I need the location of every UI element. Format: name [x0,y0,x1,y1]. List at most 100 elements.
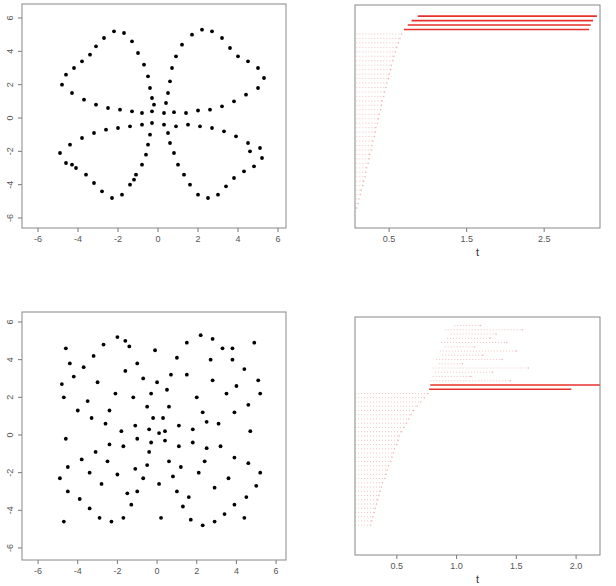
point [130,109,134,113]
point [168,79,172,83]
bar [355,397,424,398]
point [128,183,132,187]
point [191,441,195,445]
point [72,375,76,379]
point [258,471,262,475]
bar-end [370,524,372,526]
bar [355,448,394,449]
bar-end [382,482,384,484]
marks [58,28,266,200]
point [122,31,126,35]
point [104,422,108,426]
bar-end [372,516,374,518]
point [98,516,102,520]
point [233,456,237,460]
x-tick [466,228,467,232]
point [222,129,226,133]
point [213,486,217,490]
point [164,101,168,105]
bar-end [489,337,491,339]
point [196,109,200,113]
x-tick-label: 2 [194,566,199,576]
bar [355,109,381,110]
bar [355,478,385,479]
bar [355,69,391,70]
point [235,384,239,388]
x-tick [198,228,199,232]
bar-end [396,444,398,446]
point [100,482,104,486]
bar [451,334,496,335]
point [176,163,180,167]
bar [355,427,404,428]
point [66,490,70,494]
bar [355,78,388,79]
point [236,54,240,58]
point [172,110,176,114]
point [86,399,90,403]
bar-end [388,78,390,80]
bar-end [480,325,482,327]
point [106,106,110,110]
point [260,156,264,160]
point [254,484,258,488]
y-tick [18,151,22,152]
bar-end [388,73,390,75]
x-tick [157,560,158,564]
point [189,518,193,522]
point [162,123,166,127]
bar [355,499,378,500]
point [190,33,194,37]
bar-end [495,333,497,335]
point [182,173,186,177]
bar [355,508,375,509]
bar-end [506,342,508,344]
bar-end [384,478,386,480]
bar-end [369,154,371,156]
point [134,173,138,177]
bar-end [403,427,405,429]
point [108,442,112,446]
bar [355,105,381,106]
bar [355,127,376,128]
point [116,473,120,477]
point [242,367,246,371]
x-tick [196,560,197,564]
point [68,362,72,366]
bar [355,444,397,445]
bar-end [416,405,418,407]
point [88,507,92,511]
y-tick-label: 4 [5,357,15,362]
point [64,161,68,165]
x-tick-label: 6 [274,566,279,576]
bar [355,512,374,513]
x-tick [77,560,78,564]
bar [355,181,364,182]
x-tick [238,228,239,232]
point [166,91,170,95]
point [163,439,167,443]
marks [58,333,262,527]
x-tick-label: 0.5 [391,561,404,571]
bar-end [383,96,385,98]
point [262,76,266,80]
point [129,503,133,507]
x-tick [516,555,517,559]
point [179,465,183,469]
x-tick-label: 4 [235,234,240,244]
point [141,476,145,480]
bar-end [380,486,382,488]
point [82,365,86,369]
y-tick [18,218,22,219]
marks [355,325,600,526]
point [106,459,110,463]
bar [355,100,382,101]
x-tick-label: 1.0 [450,561,463,571]
bar [355,440,398,441]
point [135,362,139,366]
bar [355,461,391,462]
point [208,108,212,112]
x-tick-label: -2 [114,234,122,244]
x-tick [576,555,577,559]
point [185,341,189,345]
